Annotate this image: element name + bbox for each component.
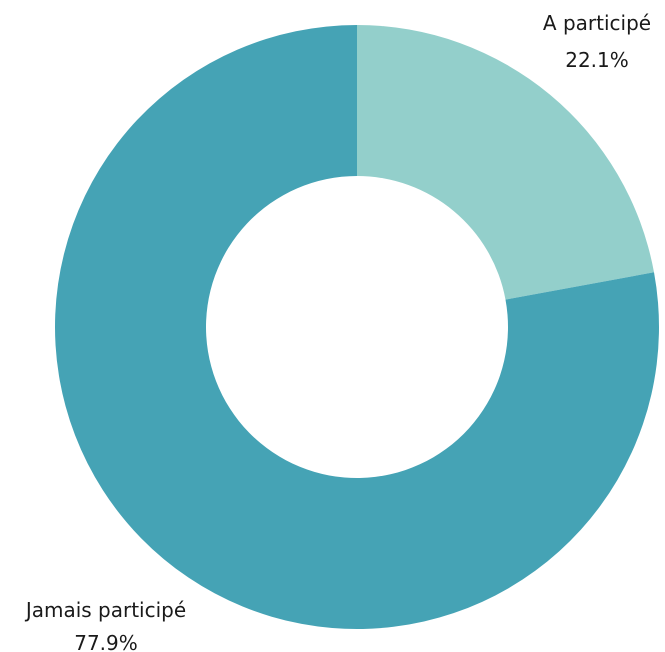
slice-name-label: A participé [543,11,651,35]
slice-name-label: Jamais participé [24,598,186,622]
slice-percent-label: 22.1% [565,48,629,72]
slice-percent-label: 77.9% [74,631,138,652]
donut-slices [54,25,659,630]
donut-slice-a-participe [357,25,655,300]
donut-slice-jamais-participe [54,25,659,630]
slice-labels: A participé 22.1% Jamais participé 77.9% [24,11,651,652]
